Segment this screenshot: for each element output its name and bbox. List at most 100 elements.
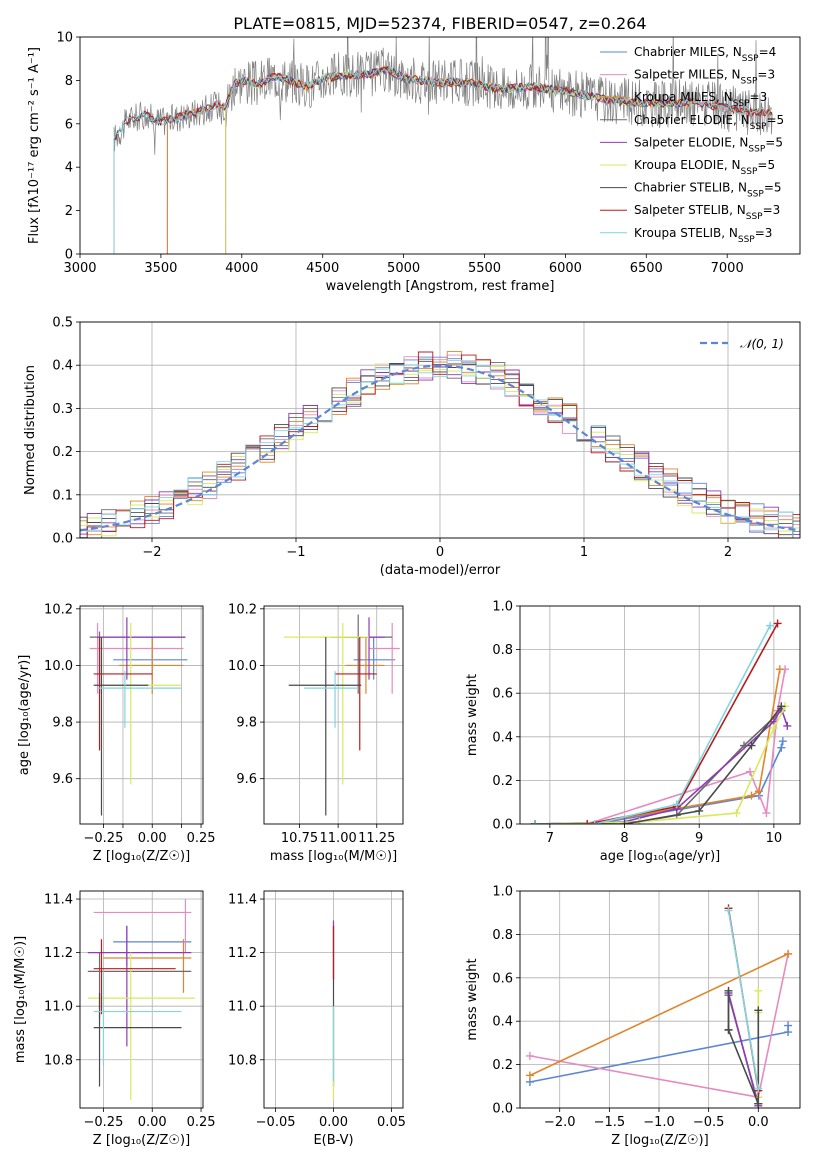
x-tick-label: 2 [724,545,732,560]
weight-marker [777,702,786,711]
x-tick-label: 0.00 [319,1115,348,1130]
x-axis-label: (data-model)/error [380,563,501,578]
legend-label: Salpeter MILES, NSSP=3 [634,68,775,87]
weight-line [534,669,786,824]
axes-frame [519,605,801,825]
weight-line [727,910,760,1089]
spectrum-model-line [113,66,773,254]
weight-marker [724,906,733,915]
x-tick-label: 5500 [468,261,501,276]
figure-title: PLATE=0815, MJD=52374, FIBERID=0547, z=0… [233,14,646,33]
x-tick-label: 7 [546,831,554,846]
weight-line [727,990,760,1104]
y-tick-label: 0.0 [492,818,513,833]
weight-marker [769,724,778,733]
y-tick-label: 10.0 [228,659,257,674]
y-axis-label: mass weight [465,674,480,756]
y-tick-label: 10.8 [44,1053,73,1068]
x-tick-label: 10.75 [281,831,318,846]
weight-line [534,705,782,824]
legend-label: 𝒩(0, 1) [740,337,784,351]
y-tick-label: 0.5 [52,316,73,331]
weight-marker [747,791,756,800]
plot-area [89,617,188,816]
weight-marker [783,721,792,730]
y-tick-label: 10.2 [44,602,73,617]
legend-label: Chabrier STELIB, NSSP=5 [634,181,782,200]
weight-marker [777,743,786,752]
y-tick-label: 0.6 [492,971,513,986]
x-tick-label: 6500 [630,261,663,276]
x-axis-label: E(B-V) [313,1133,353,1148]
panel-weight-vs-Z: −2.0 −1.5 −1.0 −0.5 0.0 0.0 0.2 0.4 0.6 0.8 1.0 Z [… [465,885,801,1148]
x-tick-label: 4000 [225,261,258,276]
legend-label: Chabrier ELODIE, NSSP=5 [634,113,784,132]
x-tick-label: −1 [286,545,305,560]
spectrum-data-line [113,37,773,155]
weight-marker [775,665,784,674]
x-axis-label: Z [log₁₀(Z/Z☉)] [93,849,190,864]
y-tick-label: 0.1 [52,488,73,503]
x-tick-label: 0.00 [138,1115,167,1130]
weight-marker [754,1099,763,1108]
y-tick-label: 0.4 [52,359,73,374]
weight-marker [695,806,704,815]
y-tick-label: 9.8 [236,716,257,731]
weight-marker [754,787,763,796]
axes-frame [519,890,801,1109]
axes-frame [79,36,801,255]
normal-curve [80,364,800,532]
panel-mass-vs-Z: −0.25 0.00 0.25 10.8 11.0 11.2 11.4 Z [log₁₀(Z/… [13,890,216,1148]
weight-line [727,992,760,1107]
x-tick-label: −1.5 [594,1115,626,1130]
weight-marker [754,1006,763,1015]
y-tick-label: 6 [65,117,73,132]
weight-marker [620,820,629,824]
x-tick-label: −0.05 [256,1115,296,1130]
weight-marker [530,820,539,824]
y-tick-label: 0.2 [492,1058,513,1073]
x-tick-label: 9 [695,831,703,846]
weight-marker [590,820,599,824]
axes-frame [79,605,204,825]
histogram-salpeter-miles [80,354,800,531]
legend: Chabrier MILES, NSSP=4 Salpeter MILES, NS… [600,45,784,245]
x-tick-label: 11.00 [320,831,357,846]
axes-frame [79,890,204,1109]
y-tick-label: 9.6 [52,772,73,787]
weight-marker [773,619,782,628]
legend-label: Salpeter ELODIE, NSSP=5 [634,135,783,154]
x-tick-label: 0.00 [138,831,167,846]
y-tick-label: 11.0 [228,1000,257,1015]
y-tick-label: 0.2 [52,445,73,460]
weight-marker [784,1021,793,1030]
x-tick-label: 0.25 [187,831,216,846]
panel-residuals: −2 −1 0 1 2 0.0 0.1 0.2 0.3 0.4 0.5 (data-model)/er… [23,316,801,578]
legend-label: Kroupa STELIB, NSSP=3 [634,226,772,245]
x-tick-label: −2.0 [544,1115,576,1130]
histogram-kroupa-stelib [80,359,800,538]
x-tick-label: −0.5 [693,1115,725,1130]
y-tick-label: 9.6 [236,772,257,787]
histogram-salpeter-stelib [80,351,800,538]
y-tick-label: 9.8 [52,716,73,731]
y-tick-label: 0.4 [492,1015,513,1030]
weight-marker [784,949,793,958]
panel-spectrum: 3000 3500 4000 4500 5000 5500 6000 6500 7000 0 2 4 6… [27,31,801,294]
gridlines [80,606,203,824]
x-axis-label: Z [log₁₀(Z/Z☉)] [93,1133,190,1148]
weight-marker [525,1051,534,1060]
x-tick-label: −0.25 [84,831,124,846]
y-axis-label: mass [log₁₀(M/M☉)] [13,936,28,1063]
panel-age-vs-mass: 10.75 11.00 11.25 9.6 9.8 10.0 10.2 mass [log₁₀… [228,602,404,864]
y-tick-label: 11.2 [228,946,257,961]
x-tick-label: −1.0 [643,1115,675,1130]
histogram-chabrier-elodie [80,358,800,538]
x-tick-label: 0.25 [187,1115,216,1130]
y-tick-label: 10.0 [44,659,73,674]
weight-marker [754,1084,763,1093]
axes-frame [263,605,404,825]
y-tick-label: 0.4 [492,730,513,745]
x-axis-label: mass [log₁₀(M/M☉)] [270,849,397,864]
